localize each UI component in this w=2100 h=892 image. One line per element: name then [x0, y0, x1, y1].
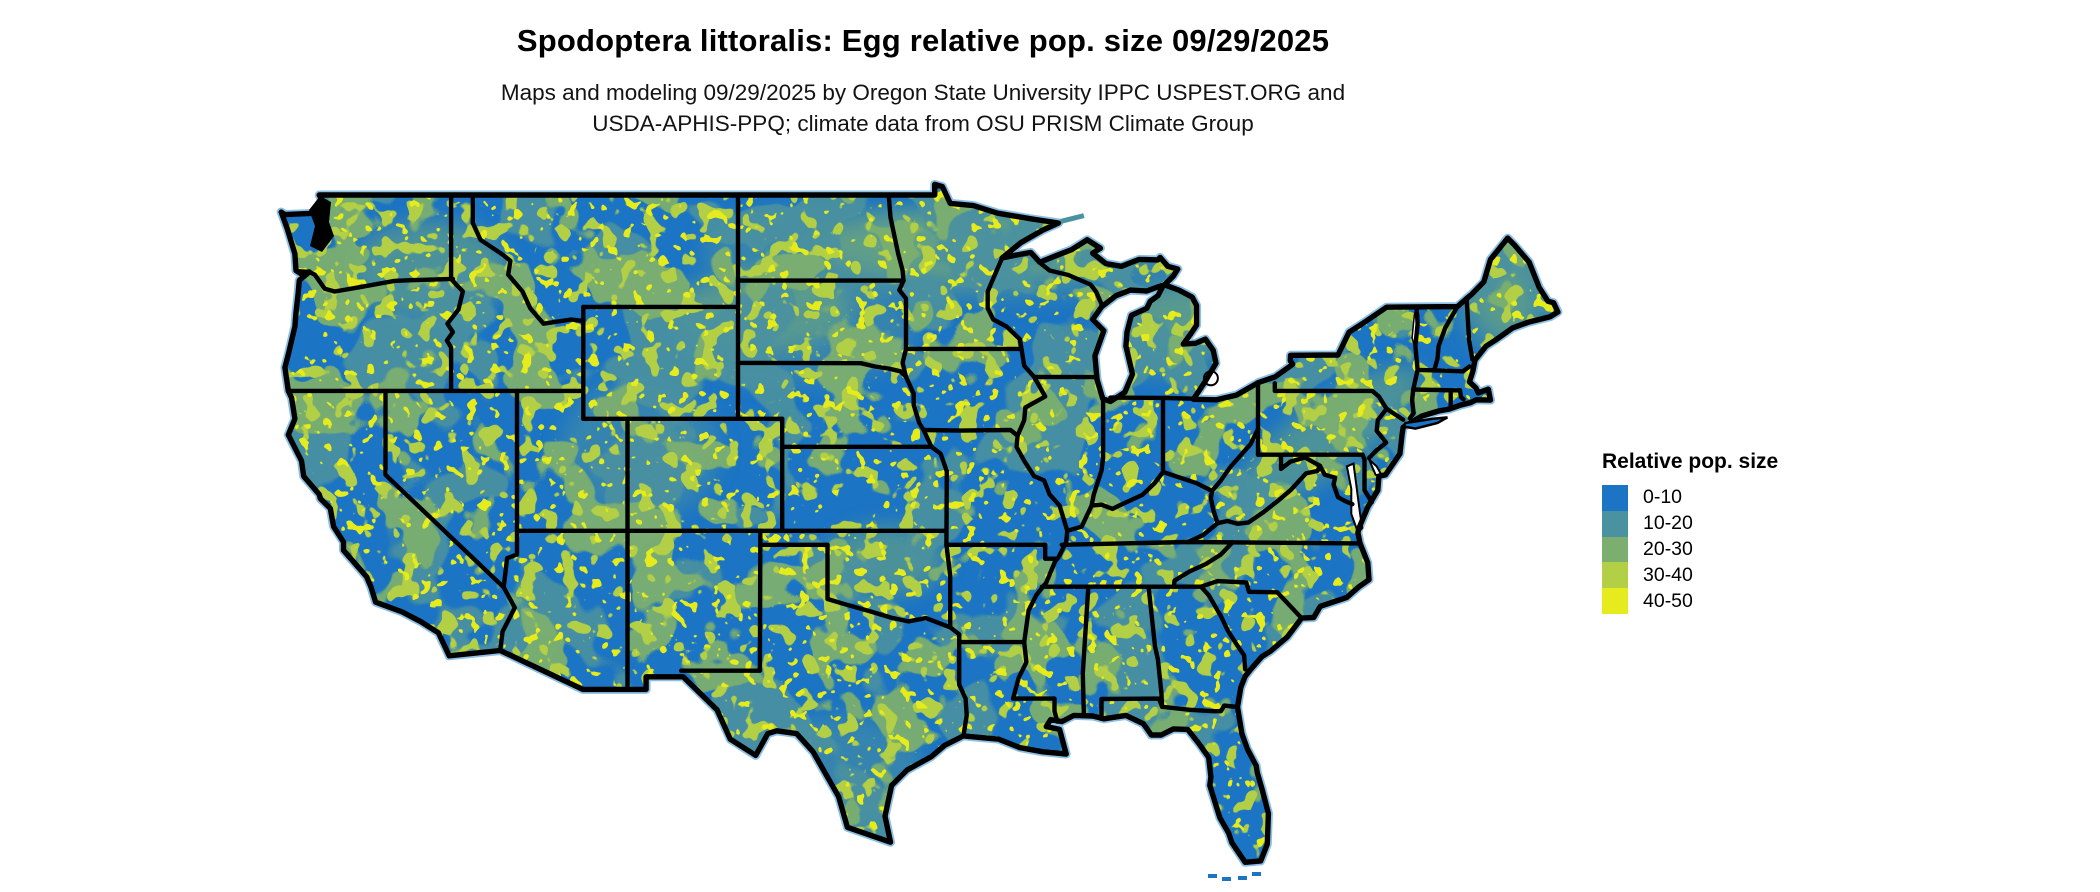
coastline — [278, 181, 1561, 865]
legend-item: 40-50 — [1602, 588, 1778, 614]
map-subtitle-line1: Maps and modeling 09/29/2025 by Oregon S… — [500, 80, 1346, 105]
legend: Relative pop. size 0-10 10-20 20-30 30-40 40… — [1602, 450, 1778, 614]
legend-swatch — [1602, 485, 1628, 511]
florida-keys — [1208, 874, 1217, 878]
state-borders — [286, 192, 1475, 739]
legend-items: 0-10 10-20 20-30 30-40 40-50 — [1602, 485, 1778, 614]
legend-item: 0-10 — [1602, 485, 1778, 511]
legend-item: 20-30 — [1602, 536, 1778, 563]
florida-keys — [1252, 872, 1261, 876]
map-title: Spodoptera littoralis: Egg relative pop.… — [516, 23, 1330, 58]
legend-item-label: 0-10 — [1643, 486, 1683, 509]
legend-item: 30-40 — [1602, 562, 1778, 589]
puget-sound — [309, 196, 334, 252]
legend-item-label: 40-50 — [1643, 589, 1693, 612]
legend-item: 10-20 — [1602, 510, 1778, 537]
legend-swatch — [1602, 510, 1628, 537]
legend-item-label: 30-40 — [1643, 563, 1693, 586]
isle-royale — [1059, 213, 1085, 224]
map-title-block: Spodoptera littoralis: Egg relative pop.… — [173, 22, 1673, 139]
legend-title: Relative pop. size — [1602, 450, 1779, 473]
legend-swatch — [1602, 562, 1628, 589]
legend-swatch — [1602, 588, 1628, 614]
legend-item-label: 20-30 — [1643, 537, 1693, 560]
legend-item-label: 10-20 — [1643, 512, 1693, 535]
florida-keys — [1222, 877, 1231, 881]
map-subtitle-line2: USDA-APHIS-PPQ; climate data from OSU PR… — [592, 111, 1254, 136]
florida-keys — [1238, 876, 1247, 880]
long-island — [1401, 416, 1449, 430]
legend-swatch — [1602, 536, 1628, 563]
